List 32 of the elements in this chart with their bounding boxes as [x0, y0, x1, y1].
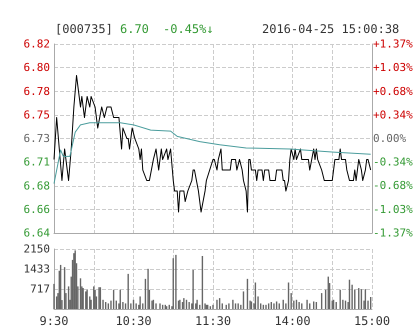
x-tick-label: 15:00	[354, 314, 390, 328]
text: -0.45%↓	[163, 22, 214, 36]
y-tick-label: 6.71	[24, 156, 50, 169]
x-tick-label: 9:30	[40, 314, 68, 328]
y2-tick-label: +1.37%	[373, 38, 414, 50]
y-tick-label: 1433	[24, 262, 50, 276]
chart-title: [000735]	[55, 22, 113, 36]
text: 6.70	[120, 22, 149, 36]
y2-tick-label: +0.68%	[373, 85, 414, 98]
y2-tick-label: -1.37%	[373, 226, 414, 240]
line-series	[54, 122, 372, 184]
y-tick-label: 717	[30, 282, 50, 296]
y-tick-label: 6.66	[24, 202, 50, 216]
y-tick-label: 6.64	[24, 226, 50, 240]
y2-tick-label: -1.03%	[373, 203, 414, 216]
y-tick-label: 6.75	[24, 108, 50, 122]
y2-tick-label: 0.00%	[373, 132, 406, 145]
y-tick-label: 6.68	[24, 179, 50, 192]
y-tick-label: 6.73	[24, 132, 50, 145]
y2-tick-label: -0.34%	[373, 155, 414, 168]
y2-tick-label: -0.68%	[373, 178, 414, 192]
x-tick-label: 11:30	[194, 314, 232, 328]
text: 2016-04-25 15:00:38	[262, 22, 400, 36]
x-tick-label: 10:30	[115, 314, 152, 328]
y-tick-label: 6.78	[24, 84, 50, 98]
x-tick-label: 14:00	[274, 314, 311, 328]
y2-tick-label: +0.34%	[373, 108, 414, 122]
y-tick-label: 6.80	[24, 61, 50, 74]
y-tick-label: 2150	[24, 242, 50, 256]
line-series	[54, 75, 372, 212]
y-tick-label: 6.82	[24, 38, 50, 50]
y2-tick-label: +1.03%	[373, 60, 414, 74]
